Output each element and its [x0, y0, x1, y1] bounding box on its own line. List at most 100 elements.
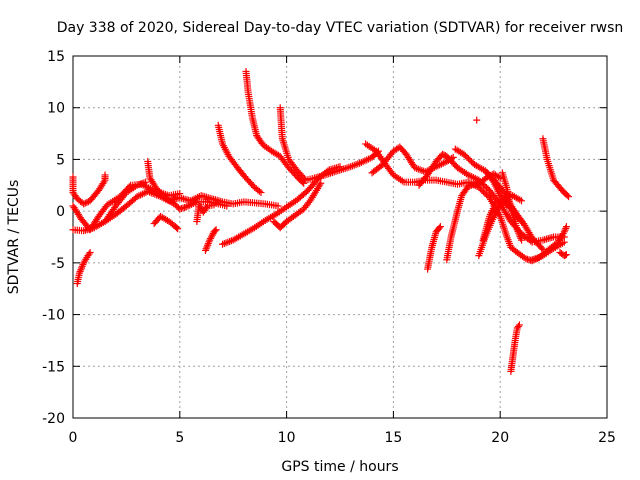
series-arc-m [270, 179, 325, 232]
series-arc-g [150, 212, 182, 233]
data-point [518, 197, 526, 205]
y-tick-label: -10 [42, 308, 65, 324]
data-marks [69, 68, 573, 375]
series-arc-r [424, 223, 444, 273]
data-point [135, 181, 143, 189]
data-point [78, 262, 86, 270]
series-arc-j [214, 121, 265, 197]
data-point [482, 184, 490, 192]
data-point [133, 181, 141, 189]
data-point [468, 158, 476, 166]
x-tick-label: 25 [598, 430, 616, 446]
data-point [138, 179, 146, 187]
series-arc-d [73, 249, 94, 288]
data-point [482, 191, 490, 199]
data-point [76, 267, 84, 275]
data-point [207, 234, 215, 242]
data-point [206, 236, 214, 244]
data-point [515, 321, 523, 329]
x-tick-label: 15 [384, 430, 402, 446]
data-point [211, 227, 219, 235]
tick-labels: 0 5 10 15 20 25 15 10 5 0 -5 -10 -15 -20 [42, 49, 616, 446]
data-point [515, 231, 523, 239]
x-tick-label: 0 [69, 430, 78, 446]
data-point [80, 200, 88, 208]
data-point [140, 179, 148, 187]
data-point [562, 223, 570, 231]
data-point [223, 202, 231, 210]
series-arc-h [193, 201, 218, 225]
data-point [563, 191, 571, 199]
y-axis-label: SDTVAR / TECUs [6, 180, 22, 295]
data-point [466, 156, 474, 164]
data-point [461, 152, 469, 160]
data-point [100, 178, 108, 186]
x-tick-label: 10 [278, 430, 296, 446]
data-point [473, 116, 481, 124]
data-point [75, 269, 83, 277]
data-point [514, 227, 522, 235]
data-point [201, 246, 209, 254]
data-point [464, 155, 472, 163]
data-point [81, 199, 89, 207]
data-point [274, 202, 282, 210]
data-point [212, 226, 220, 234]
x-axis-label: GPS time / hours [281, 459, 398, 475]
series-arc-aa [528, 223, 570, 264]
data-point [86, 249, 94, 257]
data-point [479, 188, 487, 196]
data-point [202, 245, 210, 253]
data-point [204, 241, 212, 249]
data-point [317, 179, 325, 187]
data-point [85, 250, 93, 258]
data-point [481, 189, 489, 197]
data-point [136, 180, 144, 188]
series-arc-i [201, 226, 220, 254]
data-point [79, 261, 87, 269]
y-tick-label: 5 [56, 152, 65, 168]
grid-lines [73, 56, 607, 418]
data-point [436, 223, 444, 231]
y-tick-label: -20 [42, 411, 65, 427]
series-arc-u [473, 116, 481, 124]
data-point [514, 322, 522, 330]
x-tick-label: 5 [175, 430, 184, 446]
data-point [207, 233, 215, 241]
series-arc-ac [556, 249, 570, 260]
data-point [538, 244, 546, 252]
data-point [513, 226, 521, 234]
data-point [210, 201, 218, 209]
data-point [562, 224, 570, 232]
data-point [515, 229, 523, 237]
series-arc-z [507, 321, 523, 375]
data-point [78, 264, 86, 272]
data-point [476, 185, 484, 193]
series-arc-p [368, 143, 457, 177]
data-point [173, 224, 181, 232]
data-point [255, 187, 263, 195]
data-point [478, 186, 486, 194]
data-point [565, 193, 573, 201]
series-arc-s [443, 170, 504, 264]
axis-ticks [72, 55, 608, 419]
data-point [257, 189, 265, 197]
data-point [83, 198, 91, 206]
data-point [518, 236, 526, 244]
y-tick-label: 10 [47, 101, 65, 117]
y-tick-label: 0 [56, 204, 65, 220]
y-tick-label: 15 [47, 49, 65, 65]
series-arc-ab [539, 135, 573, 201]
x-tick-label: 20 [491, 430, 509, 446]
data-point [481, 182, 489, 190]
data-point [174, 225, 182, 233]
data-point [435, 224, 443, 232]
y-tick-label: -5 [51, 256, 65, 272]
data-point [77, 266, 85, 274]
data-point [101, 171, 109, 179]
data-point [562, 251, 570, 259]
data-point [142, 178, 150, 186]
data-point [516, 233, 524, 241]
data-point [311, 188, 319, 196]
data-point [204, 240, 212, 248]
